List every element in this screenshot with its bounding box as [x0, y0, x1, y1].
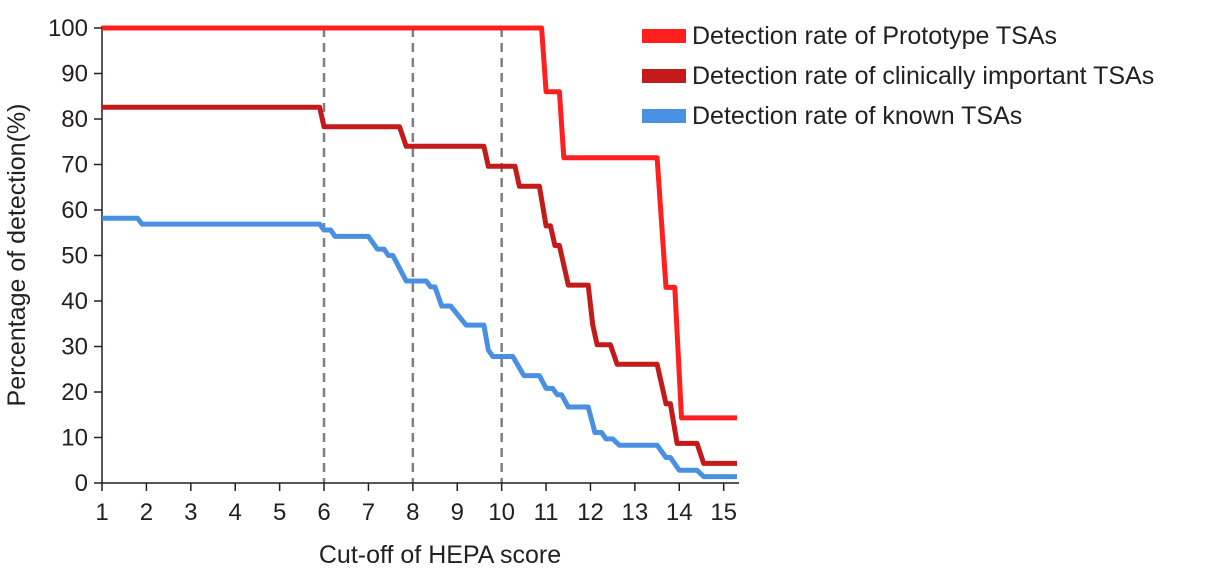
x-tick-label: 6 — [317, 499, 330, 526]
series-lines — [102, 25, 737, 480]
series-line-3 — [102, 215, 737, 480]
y-tick-label: 20 — [61, 379, 88, 406]
legend-swatch-3 — [642, 109, 686, 123]
x-tick-label: 10 — [488, 499, 515, 526]
x-tick-label: 8 — [406, 499, 419, 526]
legend-label-1: Detection rate of Prototype TSAs — [692, 22, 1057, 50]
legend: Detection rate of Prototype TSAs Detectio… — [642, 22, 1154, 130]
x-tick-label: 9 — [451, 499, 464, 526]
y-tick-label: 80 — [61, 106, 88, 133]
y-tick-label: 90 — [61, 61, 88, 88]
legend-label-2: Detection rate of clinically important T… — [692, 62, 1154, 90]
y-tick-label: 0 — [75, 470, 88, 497]
y-axis-title: Percentage of detection(%) — [3, 104, 31, 407]
x-tick-label: 7 — [362, 499, 375, 526]
legend-label-3: Detection rate of known TSAs — [692, 102, 1022, 130]
series-line-2 — [102, 104, 737, 466]
y-tick-label: 70 — [61, 152, 88, 179]
y-tick-label: 10 — [61, 425, 88, 452]
y-tick-label: 60 — [61, 197, 88, 224]
x-tick-label: 4 — [229, 499, 242, 526]
x-tick-label: 2 — [140, 499, 153, 526]
x-tick-label: 5 — [273, 499, 286, 526]
x-tick-label: 1 — [95, 499, 108, 526]
x-tick-label: 12 — [577, 499, 604, 526]
x-tick-label: 14 — [666, 499, 693, 526]
series-line-1 — [102, 25, 737, 421]
x-axis-title: Cut-off of HEPA score — [319, 541, 561, 569]
legend-swatch-1 — [642, 29, 686, 43]
x-tick-label: 13 — [622, 499, 649, 526]
y-tick-label: 40 — [61, 288, 88, 315]
reference-lines — [322, 28, 503, 483]
x-tick-label: 3 — [184, 499, 197, 526]
legend-swatch-2 — [642, 69, 686, 83]
x-tick-label: 11 — [534, 499, 559, 526]
x-tick-label: 15 — [710, 499, 737, 526]
y-tick-label: 50 — [61, 243, 88, 270]
y-tick-label: 30 — [61, 334, 88, 361]
y-tick-label: 100 — [48, 15, 88, 42]
